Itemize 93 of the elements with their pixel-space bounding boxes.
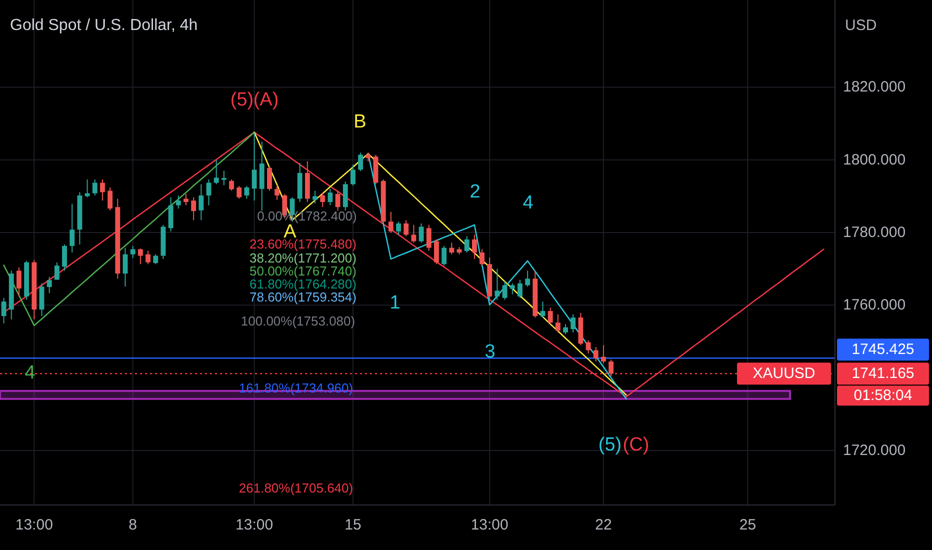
candlestick [252, 132, 257, 202]
candlestick [540, 301, 546, 318]
candlestick [548, 307, 553, 325]
candlestick [214, 159, 219, 185]
annotation: 4 [24, 362, 36, 384]
candlestick [449, 242, 454, 255]
candlestick [320, 192, 326, 208]
candlestick [411, 224, 416, 244]
candlestick [472, 234, 477, 260]
candlestick [434, 238, 439, 265]
candlestick [146, 250, 150, 265]
candlestick [184, 194, 188, 206]
candlestick [70, 203, 75, 253]
candlestick [388, 211, 394, 234]
candlestick [1, 297, 6, 324]
annotation: 2 [470, 182, 480, 202]
candlestick [442, 245, 447, 266]
ref-line-label: 1745.425 [852, 341, 914, 358]
candlestick [244, 186, 250, 200]
candlestick [108, 186, 113, 211]
text: 01:58:04 [854, 387, 912, 404]
x-tick-label: 8 [128, 516, 138, 534]
annotation: (5) [230, 90, 254, 110]
candlestick [54, 262, 60, 280]
candlestick [62, 244, 67, 272]
x-tick-label: 13:00 [15, 516, 53, 534]
candlestick [342, 181, 348, 212]
candlestick [206, 178, 212, 206]
candlestick [130, 245, 136, 258]
candlestick [312, 190, 318, 204]
candlestick [426, 224, 432, 252]
candlestick [46, 276, 52, 294]
candlestick [236, 186, 242, 200]
candlestick [198, 184, 204, 221]
y-tick-label: 1820.000 [843, 78, 906, 96]
candlestick [168, 196, 174, 232]
annotation: 1 [390, 292, 400, 314]
candlestick [358, 152, 364, 172]
candlestick [176, 194, 181, 210]
candlestick [586, 340, 591, 354]
annotation: XAUUSD [752, 365, 816, 382]
y-tick-label: 1800.000 [843, 151, 906, 168]
candlestick [267, 166, 272, 192]
y-tick-label: 1780.000 [843, 224, 906, 242]
candlestick [328, 188, 333, 206]
candlestick [608, 359, 614, 377]
candlestick [418, 222, 424, 244]
candlestick [518, 279, 522, 298]
text: Gold Spot / U.S. Dollar, 4h [10, 17, 198, 34]
candlestick [601, 344, 606, 364]
candlestick [138, 248, 143, 265]
annotation: B [354, 112, 366, 132]
candlestick [396, 221, 401, 236]
x-tick-label: 15 [344, 516, 362, 534]
candlestick [100, 178, 105, 202]
candlestick [563, 324, 568, 335]
candlestick [593, 346, 598, 362]
candlestick [570, 314, 576, 333]
candlestick [229, 178, 234, 192]
y-axis-title: USD [845, 17, 877, 34]
candlestick [335, 190, 340, 212]
candlestick [16, 266, 22, 297]
annotation: 38.20%(1771.200) [250, 250, 356, 266]
annotation: 261.80%(1705.640) [238, 480, 354, 496]
candlestick [404, 220, 409, 237]
candlestick [510, 282, 515, 295]
candlestick [494, 268, 500, 300]
y-tick-label: 1760.000 [843, 296, 906, 314]
x-tick-label: 13:00 [236, 516, 274, 534]
x-tick-label: 25 [739, 516, 756, 534]
annotation: 3 [484, 342, 496, 362]
candlestick [39, 282, 44, 317]
candlestick [350, 164, 356, 186]
ref-line-label: 1741.165 [852, 365, 914, 382]
candlestick [555, 314, 560, 333]
candlestick [274, 184, 280, 200]
candlestick [122, 247, 128, 288]
candlestick [464, 236, 470, 253]
x-tick-label: 22 [595, 516, 612, 534]
annotation: (5) [598, 434, 622, 456]
y-tick-label: 1720.000 [843, 442, 906, 460]
candlestick [480, 248, 484, 266]
candlestick [191, 196, 196, 221]
candlestick [502, 281, 508, 300]
candlestick [525, 270, 530, 288]
candlestick [153, 254, 158, 265]
annotation: 100.00%(1753.080) [240, 314, 356, 328]
candlestick [92, 178, 98, 196]
candlestick [221, 170, 226, 186]
annotation: 4 [522, 192, 534, 214]
annotation: (C) [622, 434, 650, 456]
annotation: (A) [253, 90, 279, 110]
x-tick-label: 13:00 [470, 516, 508, 534]
